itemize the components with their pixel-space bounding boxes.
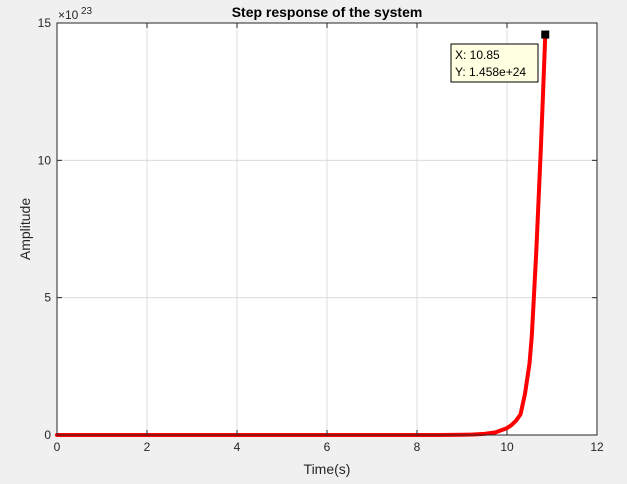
y-exponent-label: ×10 23 (58, 6, 93, 22)
data-tip[interactable]: X: 10.85 Y: 1.458e+24 (450, 30, 550, 83)
y-axis-label: Amplitude (17, 198, 33, 260)
chart-title: Step response of the system (232, 4, 423, 20)
x-tick-label: 6 (324, 440, 331, 454)
y-tick-label: 10 (38, 153, 52, 167)
data-tip-marker[interactable] (541, 30, 550, 39)
y-tick-label: 5 (44, 291, 51, 305)
grid-lines (57, 23, 597, 435)
x-tick-label: 10 (500, 440, 514, 454)
x-tick-label: 0 (54, 440, 61, 454)
data-tip-box (450, 43, 539, 83)
y-exponent-power: 23 (81, 6, 93, 17)
x-axis-label: Time(s) (304, 461, 351, 477)
data-tip-x: X: 10.85 (455, 48, 500, 62)
tick-layer: 0 2 4 6 8 10 12 0 5 10 15 (38, 16, 604, 454)
data-tip-y: Y: 1.458e+24 (455, 65, 526, 79)
x-tick-label: 12 (590, 440, 604, 454)
x-tick-label: 8 (414, 440, 421, 454)
x-tick-label: 4 (234, 440, 241, 454)
y-exponent-base: ×10 (58, 8, 79, 22)
x-tick-label: 2 (144, 440, 151, 454)
y-tick-label: 0 (44, 428, 51, 442)
y-tick-label: 15 (38, 16, 52, 30)
